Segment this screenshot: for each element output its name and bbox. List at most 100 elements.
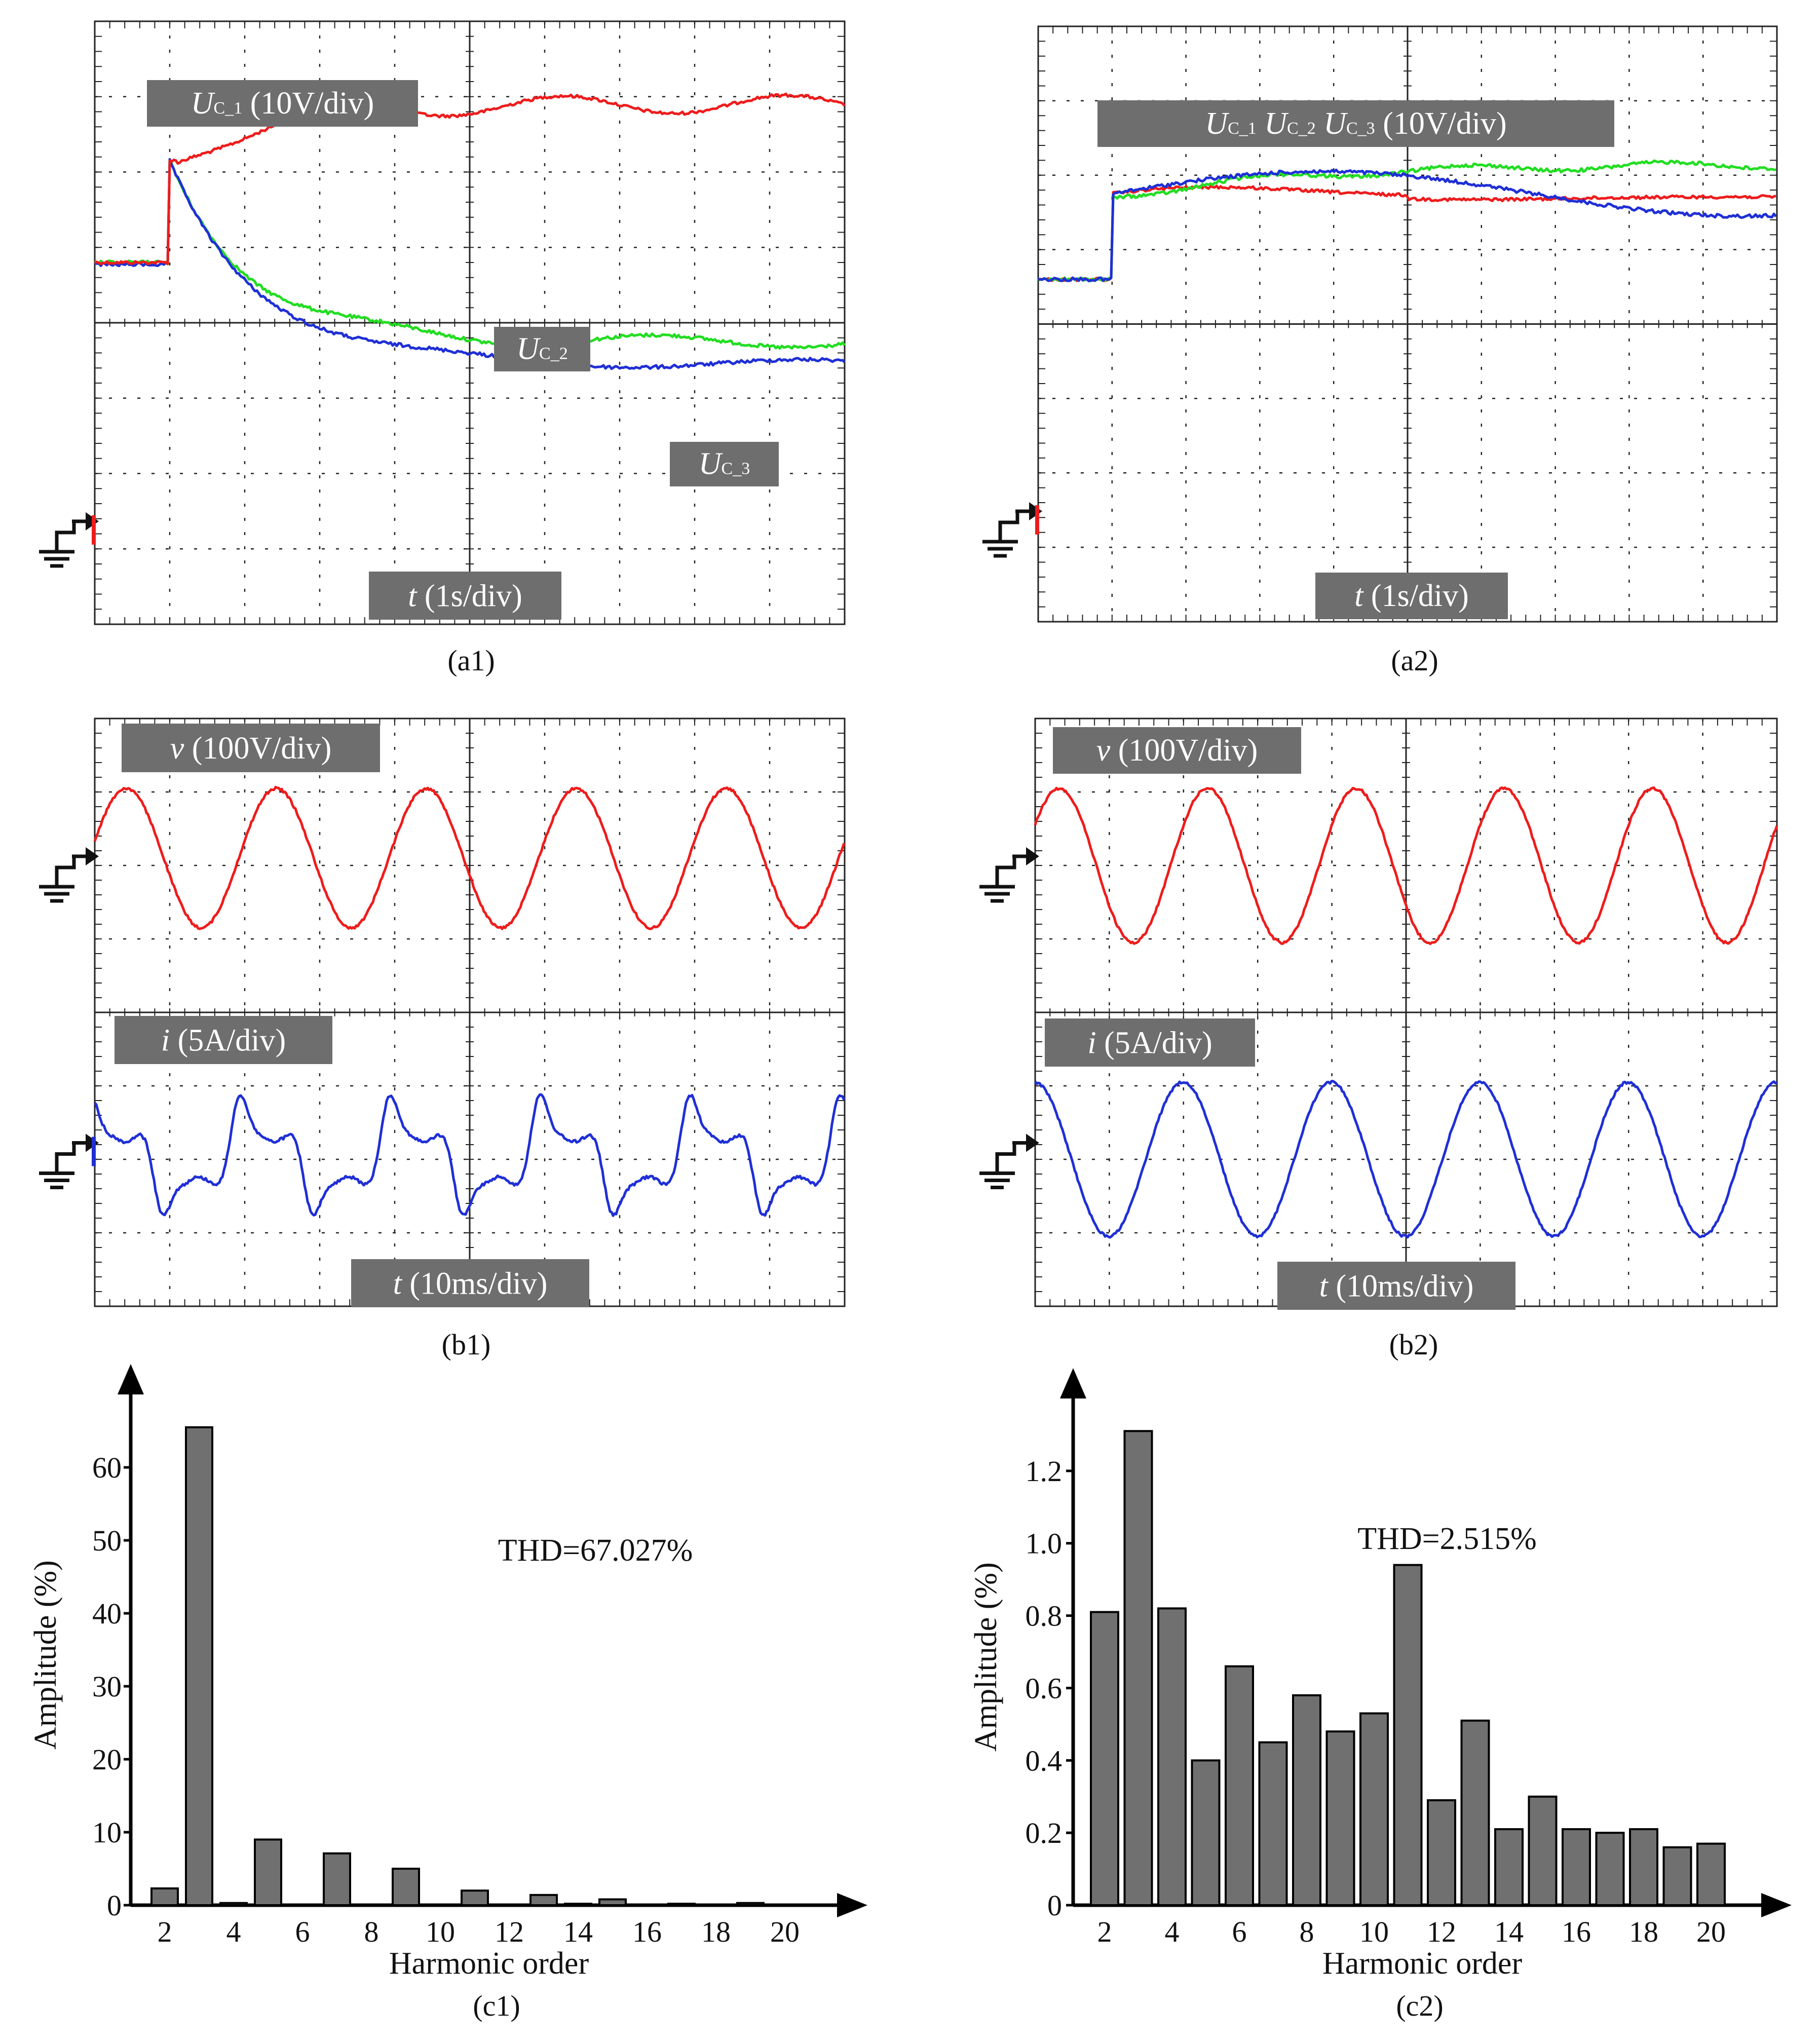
y-tick-label: 60	[92, 1451, 122, 1484]
label-text: v (100V/div)	[170, 731, 332, 766]
x-tick-label: 6	[1232, 1915, 1247, 1948]
label-background	[670, 442, 779, 486]
label-text: UC_1 UC_2 UC_3 (10V/div)	[1205, 106, 1506, 141]
label-text: UC_2	[516, 331, 567, 366]
label-uc-all: UC_1 UC_2 UC_3 (10V/div)	[1097, 100, 1614, 147]
bar	[667, 1903, 696, 1906]
label-span: C_2	[1287, 119, 1316, 138]
ground-marker	[982, 502, 1042, 558]
x-tick-label: 8	[364, 1915, 379, 1948]
x-tick-label: 2	[158, 1915, 172, 1948]
ground-symbol	[979, 856, 1016, 903]
caption-c2: (c2)	[1396, 1989, 1444, 2022]
x-tick-label: 16	[632, 1915, 662, 1948]
trace-voltage	[1034, 786, 1778, 946]
label-span: C_3	[722, 459, 750, 478]
label-span: (10V/div)	[1375, 106, 1507, 141]
label-background	[1053, 727, 1301, 774]
channel-marker	[1035, 505, 1039, 535]
x-tick-label: 16	[1562, 1915, 1591, 1948]
label-span: v	[1096, 733, 1111, 768]
caption-a1: (a1)	[447, 644, 495, 677]
ground-symbol	[39, 856, 76, 903]
y-tick-label: 10	[92, 1816, 122, 1849]
ground-marker-voltage	[979, 847, 1039, 903]
y-axis-arrow	[1060, 1368, 1086, 1398]
label-span: U	[516, 331, 541, 366]
label-time: t (10ms/div)	[351, 1259, 589, 1307]
label-span	[1316, 106, 1324, 141]
x-tick-label: 2	[1097, 1915, 1112, 1948]
label-span: C_2	[539, 344, 568, 363]
bar	[529, 1894, 558, 1906]
label-voltage: v (100V/div)	[1053, 727, 1301, 774]
label-time: t (1s/div)	[1315, 573, 1508, 619]
label-text: i (5A/div)	[1087, 1026, 1212, 1060]
bar	[1258, 1741, 1288, 1906]
label-span	[1257, 106, 1265, 141]
bar	[150, 1887, 179, 1907]
bar	[1629, 1828, 1658, 1906]
label-text: t (1s/div)	[1354, 579, 1469, 613]
ground-symbol	[982, 511, 1019, 558]
label-span: U	[1323, 106, 1348, 141]
y-tick-label: 30	[92, 1670, 122, 1703]
y-tick-label: 0	[107, 1889, 122, 1922]
trace-voltage	[93, 785, 846, 930]
bar	[1292, 1694, 1321, 1906]
trace-current	[94, 1093, 846, 1217]
trace-uc1	[94, 92, 846, 266]
label-span: i	[1087, 1026, 1096, 1060]
label-current: i (5A/div)	[115, 1016, 332, 1064]
channel-marker	[92, 1137, 96, 1166]
ground-marker-voltage	[39, 847, 99, 903]
label-text: t (10ms/div)	[1319, 1269, 1474, 1303]
label-span: C_1	[1228, 119, 1257, 138]
label-span: t	[1319, 1269, 1329, 1303]
bar	[1225, 1665, 1254, 1906]
bar	[1325, 1730, 1355, 1907]
label-text: i (5A/div)	[161, 1023, 286, 1057]
bar	[1562, 1828, 1591, 1906]
label-span: U	[191, 86, 216, 121]
label-uc3: UC_3	[670, 442, 779, 486]
label-span: (1s/div)	[416, 579, 522, 613]
label-current: i (5A/div)	[1045, 1018, 1255, 1067]
ground-marker	[39, 512, 99, 568]
ground-symbol	[39, 521, 76, 568]
label-text: v (100V/div)	[1096, 733, 1258, 768]
label-text: UC_1 (10V/div)	[191, 86, 374, 121]
label-span: (1s/div)	[1363, 579, 1468, 613]
label-span: (100V/div)	[184, 731, 331, 766]
bar	[1662, 1846, 1692, 1907]
bar	[1696, 1842, 1726, 1906]
y-tick-label: 0.8	[1026, 1600, 1063, 1633]
x-tick-label: 10	[1359, 1915, 1389, 1948]
bar	[254, 1838, 282, 1907]
ground-arrow-head	[1026, 1133, 1039, 1152]
bar-chart-c1: 0 10 20 30 40 50 60 2 4 6 8 10 12 14 16 18 20 Harmonic or…	[28, 1364, 867, 1981]
label-voltage: v (100V/div)	[122, 724, 380, 772]
x-tick-label: 12	[1427, 1915, 1456, 1948]
label-span: (10V/div)	[242, 86, 374, 121]
label-span: (100V/div)	[1110, 733, 1258, 768]
y-tick-label: 0.2	[1026, 1817, 1063, 1849]
bar	[1427, 1799, 1456, 1906]
y-axis-label: Amplitude (%)	[969, 1562, 1003, 1752]
label-span: U	[1205, 106, 1230, 141]
y-tick-label: 1.2	[1026, 1455, 1063, 1488]
y-tick-label: 0.6	[1026, 1672, 1063, 1705]
x-axis-label: Harmonic order	[389, 1946, 589, 1981]
label-span: (10ms/div)	[402, 1266, 548, 1301]
label-background	[147, 80, 418, 127]
label-span: (10ms/div)	[1328, 1269, 1474, 1303]
bar	[219, 1902, 248, 1907]
bar	[564, 1903, 592, 1906]
label-background	[122, 724, 380, 772]
bar	[1595, 1832, 1625, 1907]
bar	[1494, 1828, 1524, 1906]
y-tick-label: 50	[92, 1524, 122, 1557]
x-tick-label: 4	[1165, 1915, 1180, 1948]
y-tick-label: 0.4	[1026, 1744, 1063, 1777]
label-background	[1277, 1262, 1515, 1310]
